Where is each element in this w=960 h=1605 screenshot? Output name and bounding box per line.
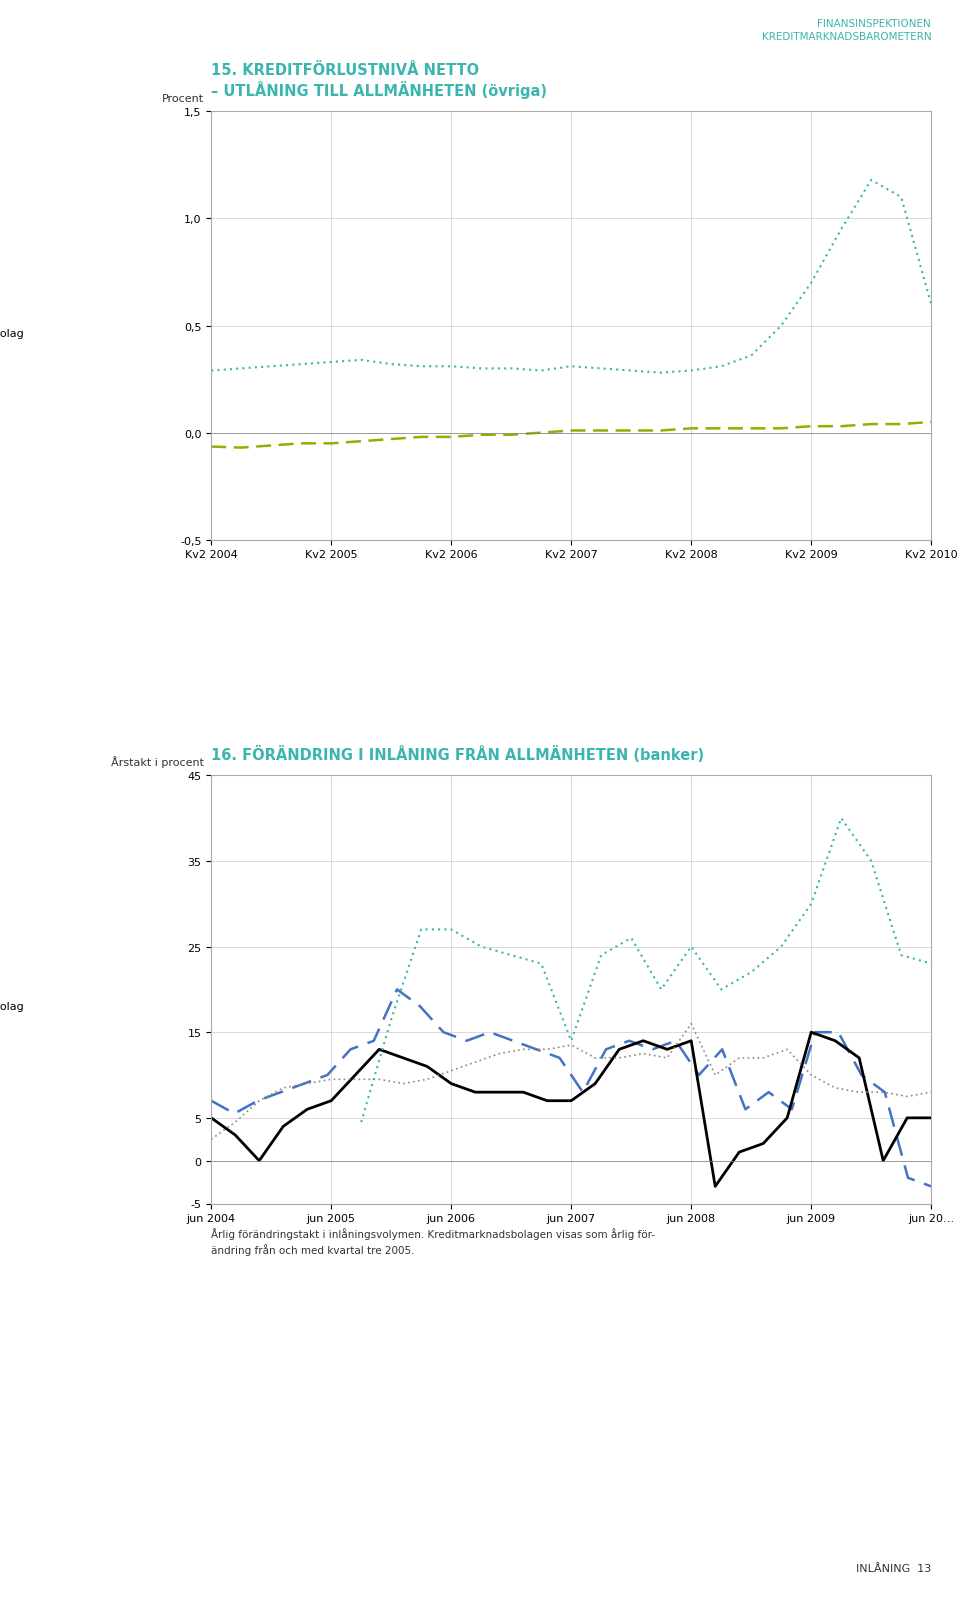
Text: Årlig förändringstakt i inlåningsvolymen. Kreditmarknadsbolagen visas som årlig : Årlig förändringstakt i inlåningsvolymen… <box>211 1228 656 1255</box>
Text: INLÅNING  13: INLÅNING 13 <box>856 1563 931 1573</box>
Legend: Storbanker, Bankaktiebolag, Sparbanker, Mindre kreditmarknadsbolag
(från Kv3 200: Storbanker, Bankaktiebolag, Sparbanker, … <box>0 949 30 1030</box>
Legend: Bostadsinstitut, Mindre kreditmarknadsbolag: Bostadsinstitut, Mindre kreditmarknadsbo… <box>0 308 30 345</box>
Text: KREDITMARKNADSBAROMETERN: KREDITMARKNADSBAROMETERN <box>761 32 931 42</box>
Text: 16. FÖRÄNDRING I INLÅNING FRÅN ALLMÄNHETEN (banker): 16. FÖRÄNDRING I INLÅNING FRÅN ALLMÄNHET… <box>211 745 705 762</box>
Text: 15. KREDITFÖRLUSTNIVÅ NETTO
– UTLÅNING TILL ALLMÄNHETEN (övriga): 15. KREDITFÖRLUSTNIVÅ NETTO – UTLÅNING T… <box>211 63 547 98</box>
Text: FINANSINSPEKTIONEN: FINANSINSPEKTIONEN <box>818 19 931 29</box>
Text: Årstakt i procent: Årstakt i procent <box>111 756 204 767</box>
Text: Procent: Procent <box>162 93 204 104</box>
